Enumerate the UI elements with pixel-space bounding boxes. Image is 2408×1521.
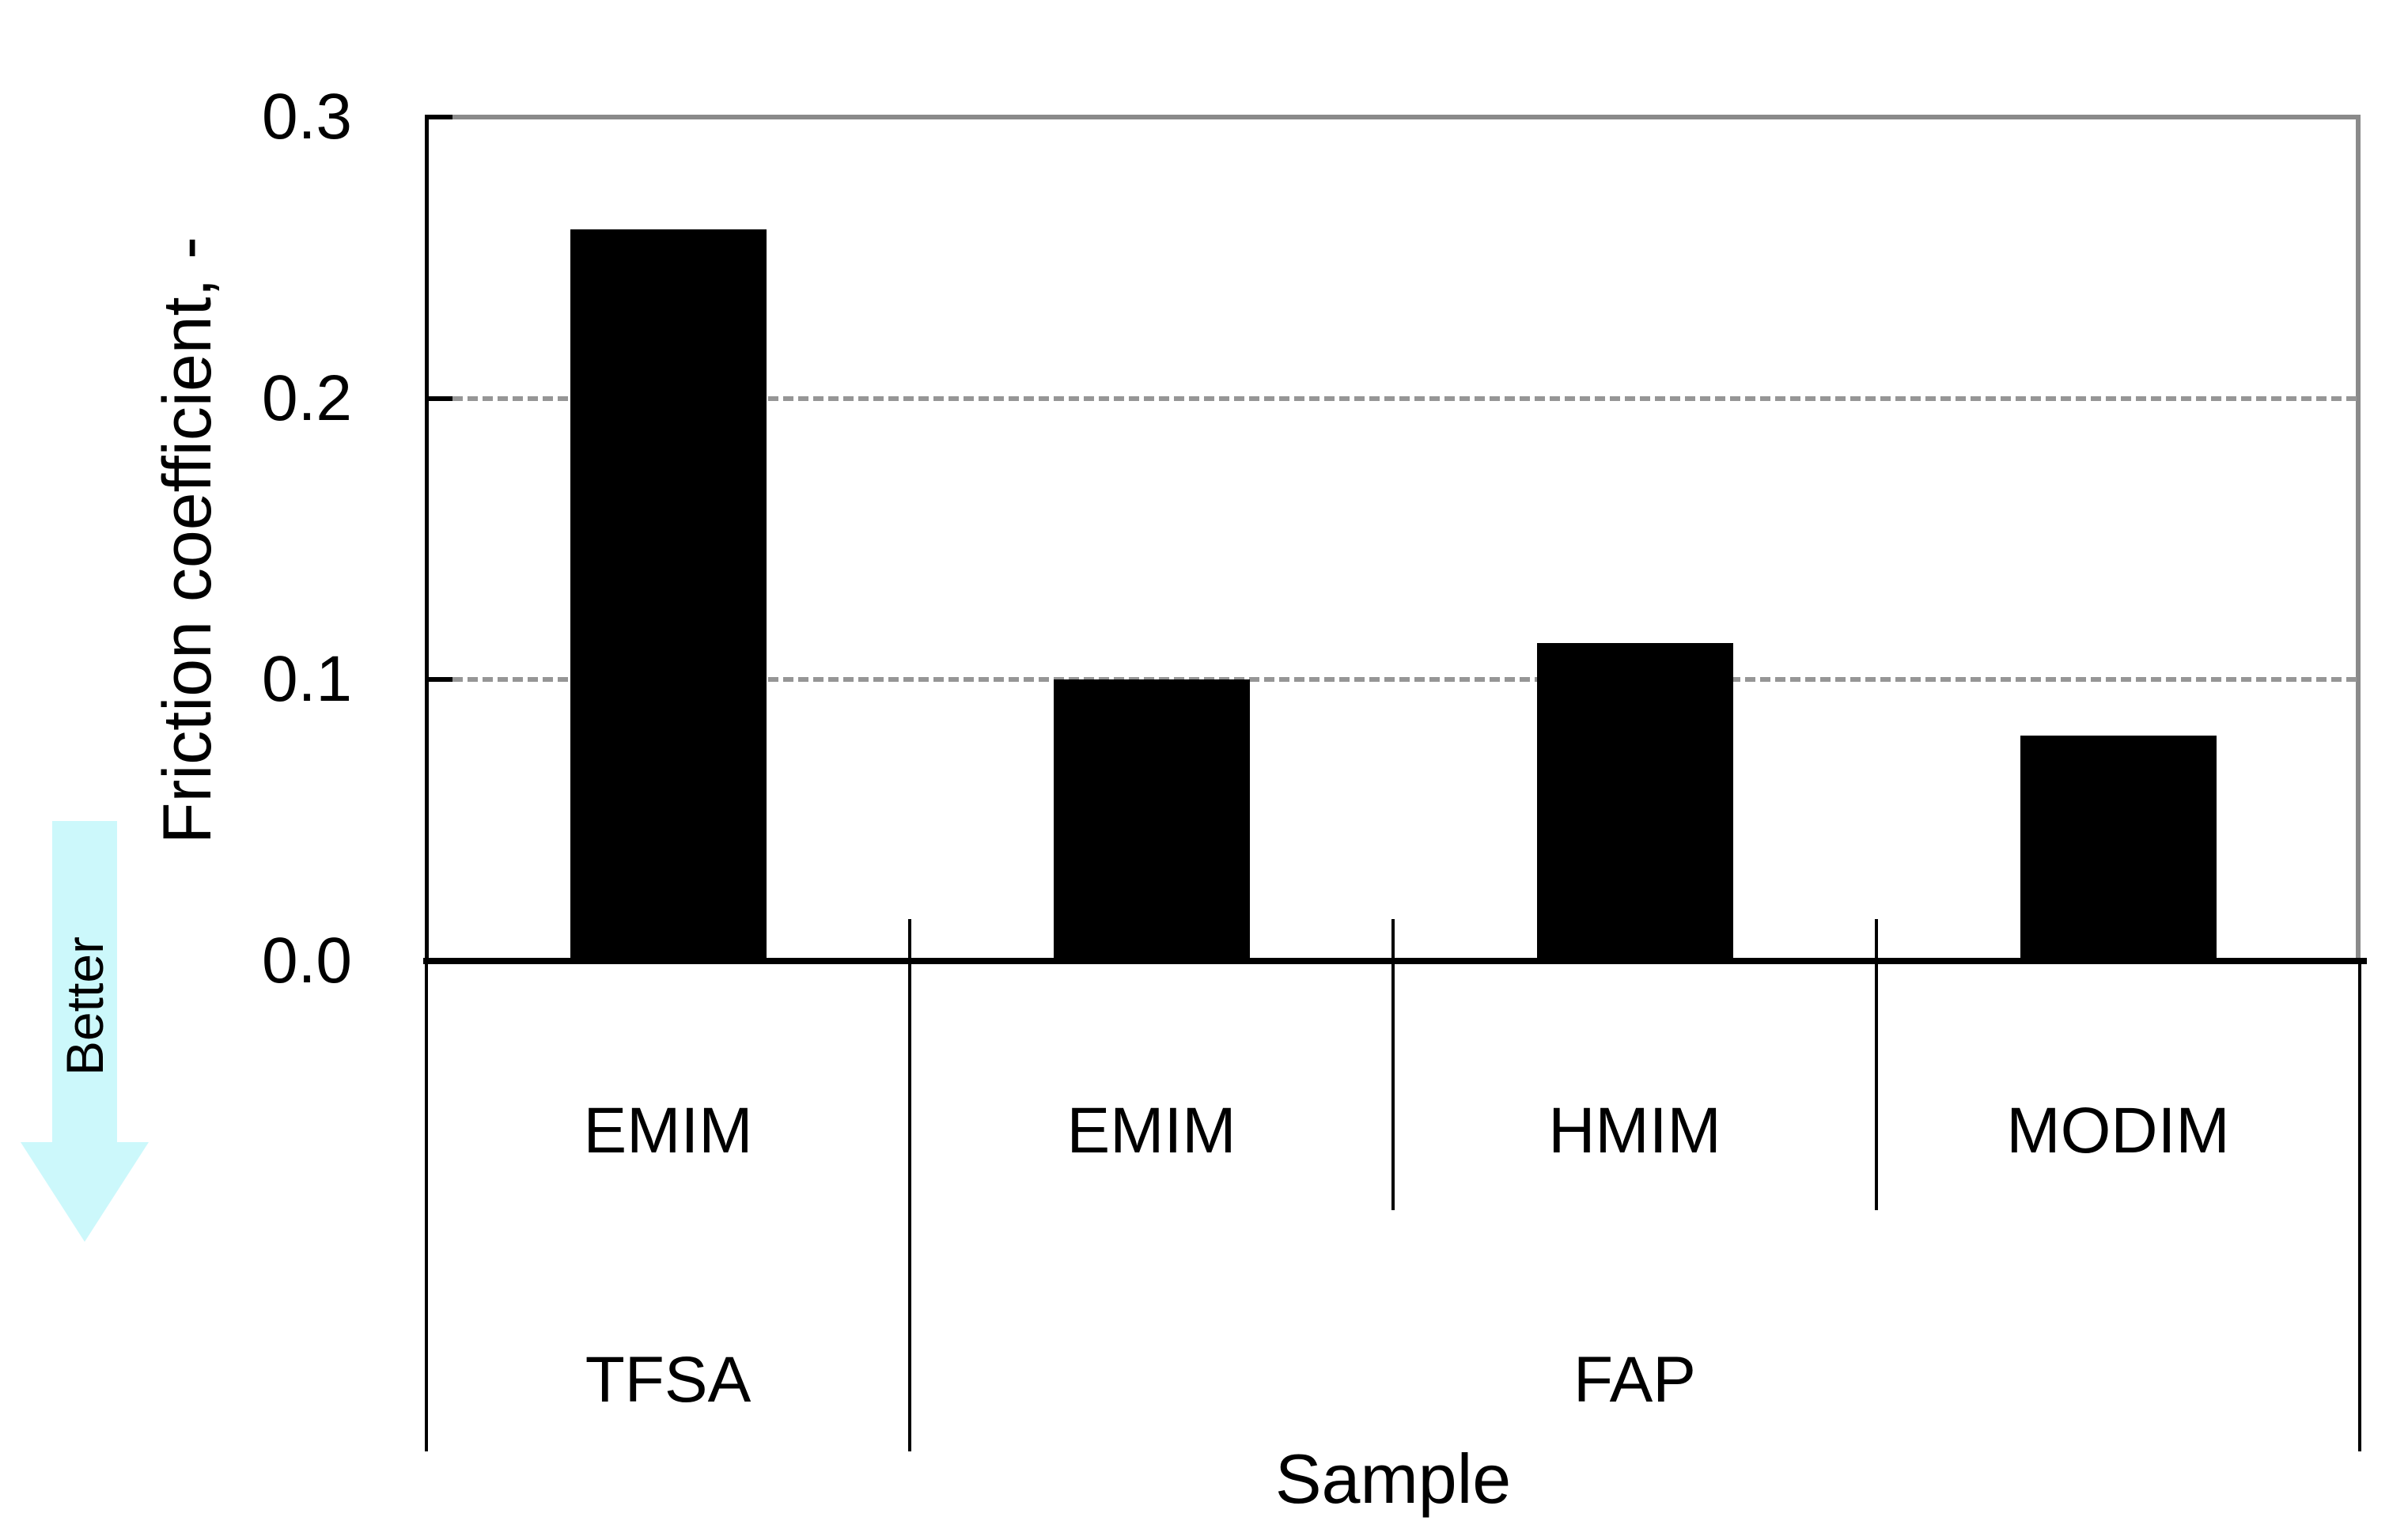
x-axis-line <box>423 958 2367 964</box>
y-tick-0.3 <box>426 115 452 119</box>
category-tick-1 <box>908 919 911 958</box>
category-label-emim: EMIM <box>583 1095 753 1167</box>
y-tick-label: 0.3 <box>262 81 352 153</box>
y-tick-0.1 <box>426 677 452 683</box>
group-label-fap: FAP <box>1573 1344 1696 1416</box>
bar-modim-3 <box>2020 736 2217 964</box>
gridline-0.2 <box>452 395 2360 401</box>
category-divider-0 <box>425 964 428 1451</box>
category-tick-2 <box>1391 919 1395 958</box>
category-divider-1 <box>908 964 911 1451</box>
bar-emim-0 <box>570 229 767 964</box>
bar-emim-1 <box>1053 679 1250 964</box>
category-label-hmim: HMIM <box>1548 1095 1721 1167</box>
y-tick-0.2 <box>426 395 452 401</box>
gridline-0.1 <box>452 677 2360 683</box>
y-axis-line <box>425 115 429 964</box>
plot-right-border <box>2356 115 2361 964</box>
bar-hmim-2 <box>1536 643 1733 964</box>
group-label-tfsa: TFSA <box>585 1344 752 1416</box>
category-divider-2 <box>1391 964 1395 1210</box>
plot-top-border <box>443 115 2360 119</box>
x-axis-title: Sample <box>1274 1440 1512 1518</box>
category-divider-3 <box>1875 964 1878 1210</box>
better-arrow-down-icon <box>21 1142 149 1242</box>
y-axis-title: Friction coefficient, - <box>150 236 225 844</box>
y-tick-label: 0.1 <box>262 643 352 716</box>
category-label-modim: MODIM <box>2006 1095 2230 1167</box>
category-label-emim: EMIM <box>1066 1095 1236 1167</box>
y-tick-label: 0.2 <box>262 361 352 434</box>
better-arrow-body <box>52 821 117 1144</box>
y-tick-label: 0.0 <box>262 925 352 997</box>
category-divider-4 <box>2358 964 2361 1451</box>
category-tick-3 <box>1875 919 1878 958</box>
